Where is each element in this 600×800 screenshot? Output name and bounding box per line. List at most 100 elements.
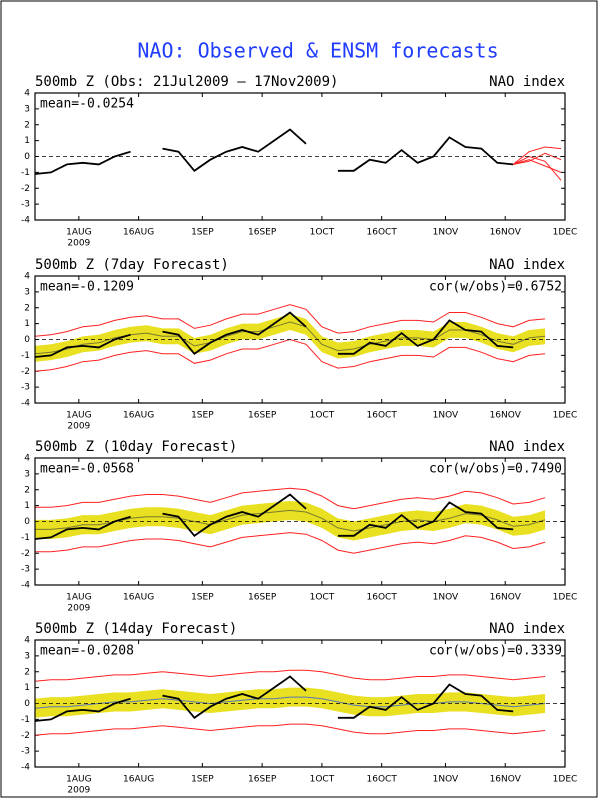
x-tick-label: 16AUG — [123, 775, 154, 785]
series-line — [34, 669, 546, 682]
x-tick-label: 1DEC — [553, 228, 578, 238]
y-tick-label: -1 — [21, 168, 30, 178]
x-tick-label: 16NOV — [490, 593, 522, 603]
series-line — [513, 159, 562, 173]
y-tick-label: 0 — [24, 152, 30, 162]
y-tick-label: 4 — [24, 636, 30, 646]
y-tick-label: -3 — [21, 747, 30, 757]
panel-title: 500mb Z (7day Forecast) — [35, 257, 229, 273]
x-tick-label: 1NOV — [433, 411, 459, 421]
panel-title: 500mb Z (Obs: 21Jul2009 – 17Nov2009) — [35, 74, 338, 90]
y-tick-label: 2 — [24, 485, 30, 495]
x-tick-label: 1AUG — [66, 228, 91, 238]
panel-subtitle: NAO index — [489, 621, 565, 637]
annotation: cor(w/obs)=0.7490 — [429, 462, 562, 477]
x-tick-label: 16OCT — [367, 775, 398, 785]
x-tick-label: 1SEP — [191, 228, 214, 238]
x-tick-label: 16OCT — [367, 228, 398, 238]
series-line — [512, 155, 562, 181]
x-tick-label: 1OCT — [310, 593, 335, 603]
x-tick-label: 16SEP — [248, 228, 277, 238]
y-tick-label: 1 — [24, 683, 30, 693]
y-tick-label: -2 — [21, 549, 30, 559]
y-tick-label: -1 — [21, 715, 30, 725]
x-tick-label: 1OCT — [310, 228, 335, 238]
x-tick-label: 1DEC — [553, 411, 578, 421]
x-tick-label: 16OCT — [367, 411, 398, 421]
annotation: mean=-0.0254 — [40, 97, 134, 112]
x-tick-label: 16SEP — [248, 411, 277, 421]
y-tick-label: -2 — [21, 731, 30, 741]
series-line — [34, 723, 546, 736]
y-tick-label: 3 — [24, 104, 30, 114]
y-tick-label: -4 — [21, 216, 30, 226]
series-line — [34, 321, 546, 355]
y-tick-label: -4 — [21, 581, 30, 591]
spread-band — [35, 314, 546, 362]
panel-title: 500mb Z (14day Forecast) — [35, 621, 237, 637]
y-tick-label: -1 — [21, 533, 30, 543]
y-tick-label: 2 — [24, 667, 30, 677]
x-tick-label: 16AUG — [123, 228, 154, 238]
x-tick-label: 16NOV — [490, 228, 522, 238]
y-tick-label: -2 — [21, 367, 30, 377]
y-tick-label: -2 — [21, 184, 30, 194]
plot-frame — [34, 275, 566, 404]
spread-band — [35, 500, 546, 541]
y-tick-label: 1 — [24, 319, 30, 329]
x-tick-label: 1NOV — [433, 228, 459, 238]
y-tick-label: -4 — [21, 399, 30, 409]
x-year-label: 2009 — [67, 422, 90, 432]
y-tick-label: 3 — [24, 287, 30, 297]
panel-subtitle: NAO index — [489, 74, 565, 90]
y-tick-label: -1 — [21, 351, 30, 361]
annotation: mean=-0.0208 — [40, 644, 134, 659]
y-tick-label: 0 — [24, 517, 30, 527]
y-tick-label: -4 — [21, 763, 30, 773]
y-tick-label: 2 — [24, 120, 30, 130]
x-tick-label: 1DEC — [553, 775, 578, 785]
x-tick-label: 16AUG — [123, 411, 154, 421]
x-tick-label: 1DEC — [553, 593, 578, 603]
x-tick-label: 1OCT — [310, 775, 335, 785]
annotation: mean=-0.0568 — [40, 462, 134, 477]
y-tick-label: 4 — [24, 272, 30, 282]
series-line — [35, 487, 546, 510]
y-tick-label: 1 — [24, 136, 30, 146]
x-tick-label: 16OCT — [367, 593, 398, 603]
panel-title: 500mb Z (10day Forecast) — [35, 439, 237, 455]
x-tick-label: 1NOV — [433, 593, 459, 603]
y-tick-label: 3 — [24, 469, 30, 479]
annotation: cor(w/obs)=0.3339 — [429, 644, 562, 659]
y-tick-label: 4 — [24, 89, 30, 99]
x-tick-label: 1OCT — [310, 411, 335, 421]
y-tick-label: 2 — [24, 303, 30, 313]
x-tick-label: 1AUG — [66, 593, 91, 603]
series-line — [35, 532, 546, 554]
series-line — [34, 304, 546, 337]
x-tick-label: 16AUG — [123, 593, 154, 603]
plot-frame — [34, 639, 566, 768]
y-tick-label: -3 — [21, 383, 30, 393]
y-tick-label: 0 — [24, 699, 30, 709]
y-tick-label: 4 — [24, 454, 30, 464]
y-tick-label: 1 — [24, 501, 30, 511]
x-tick-label: 16SEP — [248, 775, 277, 785]
x-year-label: 2009 — [67, 604, 90, 614]
x-tick-label: 1NOV — [433, 775, 459, 785]
x-tick-label: 1SEP — [191, 593, 214, 603]
panel-subtitle: NAO index — [489, 257, 565, 273]
annotation: cor(w/obs)=0.6752 — [429, 280, 562, 295]
y-tick-label: -3 — [21, 565, 30, 575]
x-tick-label: 16SEP — [248, 593, 277, 603]
y-tick-label: -3 — [21, 200, 30, 210]
x-year-label: 2009 — [67, 786, 90, 796]
plot-frame — [34, 92, 566, 221]
y-tick-label: 3 — [24, 651, 30, 661]
y-tick-label: 0 — [24, 335, 30, 345]
x-tick-label: 1AUG — [66, 411, 91, 421]
x-tick-label: 1SEP — [191, 411, 214, 421]
panel-subtitle: NAO index — [489, 439, 565, 455]
